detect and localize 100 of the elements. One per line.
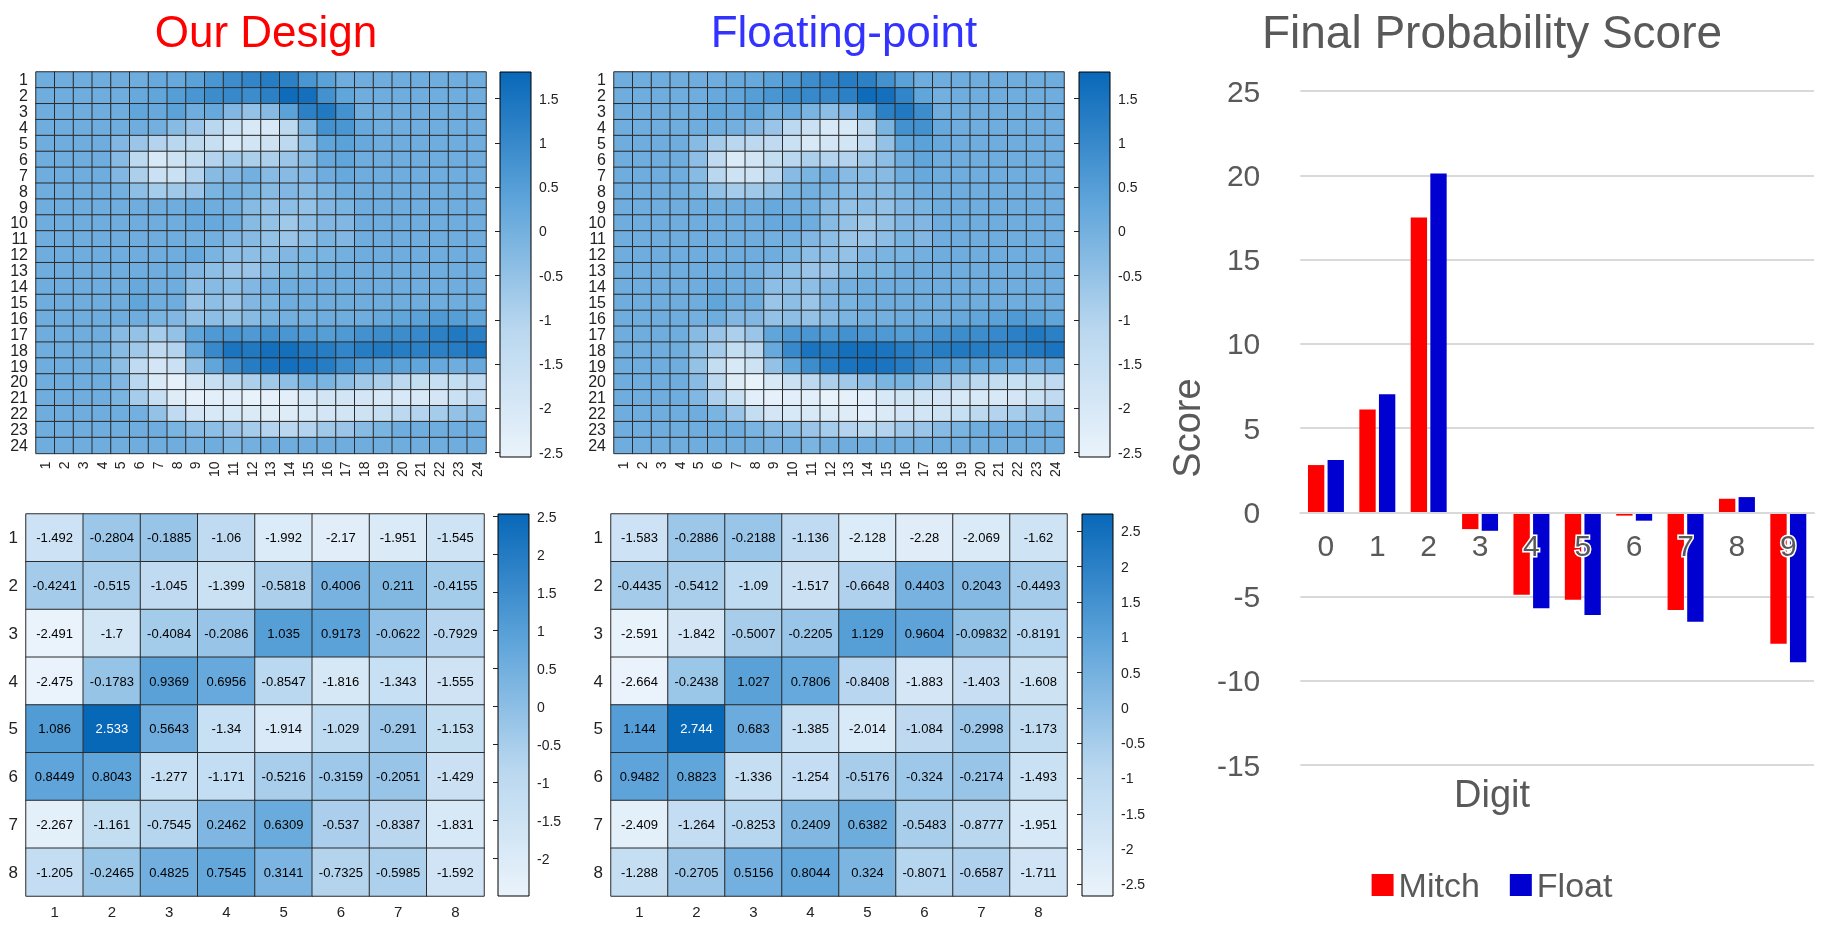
color-bar-label: -1 xyxy=(539,311,552,328)
color-bar-label: -1.5 xyxy=(539,356,564,373)
color-bar-label: -0.5 xyxy=(1121,735,1146,752)
data-label: -1.045 xyxy=(150,578,188,594)
y-tick-label: 7 xyxy=(19,166,29,184)
data-label: 1.027 xyxy=(737,673,770,689)
data-label: -1.385 xyxy=(792,721,829,737)
color-bar-label: -2 xyxy=(1121,841,1134,858)
color-bar-label: 1.5 xyxy=(539,90,559,107)
x-tick-label: 8 xyxy=(746,461,763,470)
x-tick-label: 5 xyxy=(279,903,288,920)
y-tick-label: 2 xyxy=(19,87,29,105)
y-tick-label: 20 xyxy=(588,373,607,391)
data-label: -0.8777 xyxy=(959,816,1004,832)
data-label: 0.2409 xyxy=(790,816,831,832)
y-tick-label: 22 xyxy=(10,405,29,423)
y-tick-label: 15 xyxy=(588,293,607,311)
data-label: 0.211 xyxy=(382,578,414,594)
y-tick-label: 15 xyxy=(10,293,29,311)
x-tick-label: 13 xyxy=(840,461,857,478)
y-tick-label: 4 xyxy=(19,119,29,137)
data-label: -1.171 xyxy=(207,769,245,785)
y-tick-label: 1 xyxy=(597,71,607,89)
data-label: -1.029 xyxy=(322,721,360,737)
data-label: -0.1885 xyxy=(147,530,192,546)
x-tick-label: 4 xyxy=(222,903,231,920)
y-tick-label: 19 xyxy=(588,357,607,375)
y-tick-label: 17 xyxy=(588,325,607,343)
data-label: -1.951 xyxy=(379,530,417,546)
color-bar-label: -1.5 xyxy=(1121,805,1146,822)
data-label: -0.5985 xyxy=(376,864,421,880)
y-tick-label: 13 xyxy=(588,262,607,280)
x-tick-label: 7 xyxy=(149,461,166,470)
y-tick-label: 2 xyxy=(597,87,607,105)
color-bar-label: -2.5 xyxy=(1121,876,1146,893)
data-label: 0.7806 xyxy=(790,673,831,689)
data-label: -0.4435 xyxy=(617,578,662,594)
y-tick-label: 5 xyxy=(19,135,29,153)
x-tick-label: 4 xyxy=(93,461,110,470)
y-tick-label: 4 xyxy=(597,119,607,137)
color-bar-label: 0.5 xyxy=(1121,664,1141,681)
data-label: -1.711 xyxy=(1020,864,1057,880)
x-tick-label: 17 xyxy=(915,461,932,478)
data-label: -0.6648 xyxy=(845,578,890,594)
y-tick-label: 13 xyxy=(10,262,29,280)
color-bar-label: -2.5 xyxy=(1118,444,1143,461)
data-label: -0.7325 xyxy=(318,864,363,880)
data-label: -1.517 xyxy=(792,578,829,594)
x-tick-label: 3 xyxy=(652,461,669,470)
x-tick-label: 2 xyxy=(692,903,701,920)
y-tick-label: 23 xyxy=(10,421,29,439)
color-bar-label: -1 xyxy=(537,774,550,791)
data-label: 0.6309 xyxy=(263,816,304,832)
data-label: 1.035 xyxy=(267,625,300,641)
x-tick-label: 19 xyxy=(952,461,969,478)
data-label: -0.5007 xyxy=(731,625,776,641)
x-tick-label: 16 xyxy=(318,461,335,478)
color-bar-label: -2 xyxy=(1118,400,1131,417)
data-label: -1.583 xyxy=(621,530,658,546)
x-tick-label: 18 xyxy=(934,461,951,478)
y-tick-label: 16 xyxy=(10,309,29,327)
data-label: 0.9604 xyxy=(904,625,945,641)
y-tick-label: 11 xyxy=(589,230,607,248)
y-tick-label: 22 xyxy=(588,405,607,423)
x-tick-label: 1 xyxy=(635,903,644,920)
x-tick-label: 3 xyxy=(1471,528,1489,562)
y-tick-label: 12 xyxy=(588,246,607,264)
color-bar-label: -2.5 xyxy=(539,444,564,461)
y-tick-label: 25 xyxy=(1226,74,1261,108)
data-label: -1.492 xyxy=(36,530,74,546)
data-label: -0.291 xyxy=(379,721,417,737)
data-label: -1.06 xyxy=(211,530,242,546)
y-tick-label: 3 xyxy=(8,623,18,643)
x-tick-label: 24 xyxy=(468,461,485,478)
color-bar-label: 0 xyxy=(539,223,547,240)
data-label: -0.2465 xyxy=(89,864,134,880)
color-bar-label: 1 xyxy=(537,622,545,639)
color-bar-label: 0 xyxy=(1121,699,1129,716)
data-label: -1.555 xyxy=(436,673,474,689)
y-tick-label: 16 xyxy=(588,309,607,327)
x-tick-label: 20 xyxy=(971,461,988,478)
y-tick-label: 24 xyxy=(588,436,607,454)
data-label: 0.5643 xyxy=(149,721,190,737)
data-label: -0.2438 xyxy=(674,673,719,689)
data-label: 0.8823 xyxy=(676,769,717,785)
data-label: -0.09832 xyxy=(955,625,1008,641)
data-label: 0.683 xyxy=(737,721,770,737)
data-label: -2.069 xyxy=(963,530,1000,546)
data-label: -0.5176 xyxy=(845,769,890,785)
x-tick-label: 23 xyxy=(449,461,466,478)
x-tick-label: 1 xyxy=(37,461,54,470)
data-label: -1.951 xyxy=(1020,816,1057,832)
y-tick-label: 5 xyxy=(597,135,607,153)
x-tick-label: 2 xyxy=(107,903,117,920)
x-tick-label: 1 xyxy=(1368,528,1386,562)
data-label: -2.591 xyxy=(621,625,658,641)
chart-title: Floating-point xyxy=(710,6,978,56)
x-tick-label: 15 xyxy=(877,461,894,478)
data-label: -0.8387 xyxy=(376,816,421,832)
data-label: -2.267 xyxy=(36,816,74,832)
